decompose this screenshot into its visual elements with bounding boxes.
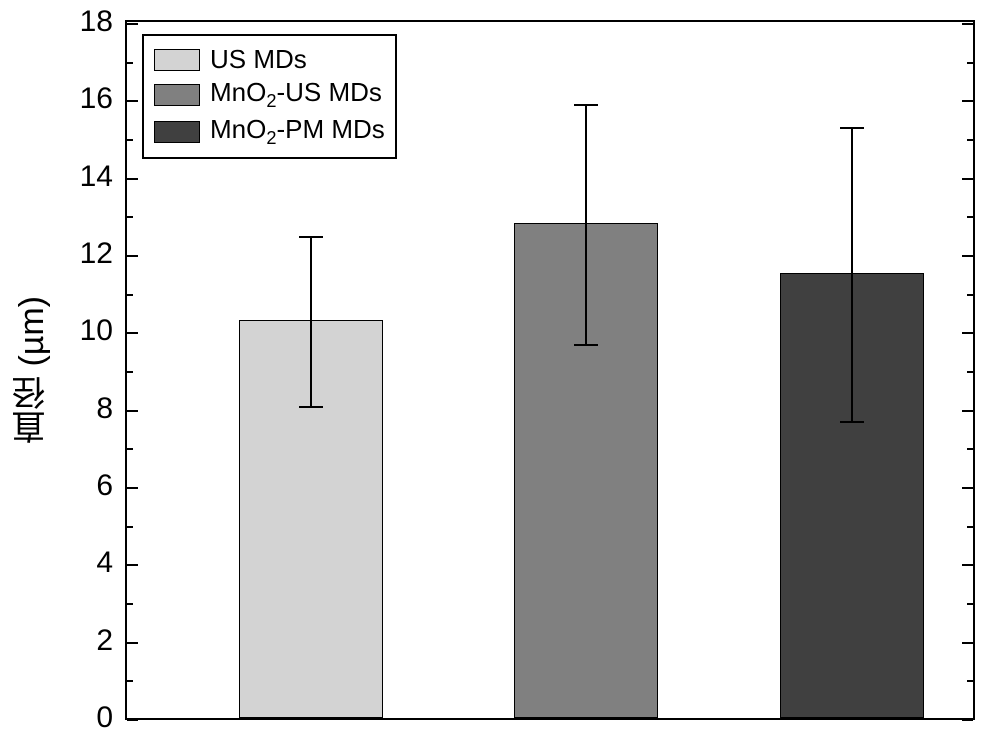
y-minor-tick <box>967 680 973 682</box>
error-bar-cap <box>574 344 598 346</box>
y-minor-tick <box>127 139 133 141</box>
legend-swatch <box>154 84 200 106</box>
y-major-tick <box>962 487 973 489</box>
y-tick-label: 14 <box>0 160 113 194</box>
y-major-tick <box>127 564 138 566</box>
y-minor-tick <box>127 294 133 296</box>
y-minor-tick <box>127 680 133 682</box>
legend-item: MnO2-US MDs <box>154 77 385 112</box>
y-minor-tick <box>127 448 133 450</box>
y-major-tick <box>962 100 973 102</box>
y-major-tick <box>962 642 973 644</box>
y-major-tick <box>127 410 138 412</box>
legend-item: US MDs <box>154 44 385 75</box>
y-minor-tick <box>127 371 133 373</box>
y-minor-tick <box>127 62 133 64</box>
error-bar-cap <box>574 104 598 106</box>
legend-label: US MDs <box>210 44 307 75</box>
y-tick-label: 18 <box>0 5 113 39</box>
y-minor-tick <box>967 448 973 450</box>
error-bar-cap <box>299 236 323 238</box>
error-bar-cap <box>299 406 323 408</box>
y-minor-tick <box>967 603 973 605</box>
y-minor-tick <box>967 216 973 218</box>
y-minor-tick <box>127 216 133 218</box>
y-major-tick <box>962 719 973 721</box>
y-tick-label: 12 <box>0 237 113 271</box>
y-major-tick <box>962 255 973 257</box>
y-major-tick <box>127 487 138 489</box>
y-tick-label: 8 <box>0 392 113 426</box>
error-bar-cap <box>840 127 864 129</box>
y-minor-tick <box>967 294 973 296</box>
y-major-tick <box>962 564 973 566</box>
y-major-tick <box>127 178 138 180</box>
error-bar <box>585 105 587 345</box>
y-major-tick <box>127 719 138 721</box>
y-tick-label: 10 <box>0 314 113 348</box>
legend-label: MnO2-PM MDs <box>210 114 385 149</box>
legend-swatch <box>154 121 200 143</box>
error-bar <box>851 128 853 422</box>
error-bar <box>310 237 312 407</box>
y-axis-label: 直径 (µm) <box>15 20 49 720</box>
y-major-tick <box>962 410 973 412</box>
y-minor-tick <box>127 603 133 605</box>
y-minor-tick <box>967 62 973 64</box>
y-tick-label: 4 <box>0 546 113 580</box>
error-bar-cap <box>840 421 864 423</box>
legend-label: MnO2-US MDs <box>210 77 382 112</box>
y-major-tick <box>962 332 973 334</box>
y-major-tick <box>962 23 973 25</box>
y-tick-label: 6 <box>0 469 113 503</box>
y-major-tick <box>127 642 138 644</box>
legend-swatch <box>154 49 200 71</box>
legend: US MDsMnO2-US MDsMnO2-PM MDs <box>142 34 397 159</box>
plot-area: US MDsMnO2-US MDsMnO2-PM MDs <box>125 20 975 720</box>
y-major-tick <box>127 23 138 25</box>
legend-item: MnO2-PM MDs <box>154 114 385 149</box>
y-minor-tick <box>967 371 973 373</box>
y-tick-label: 2 <box>0 624 113 658</box>
y-major-tick <box>127 332 138 334</box>
y-major-tick <box>127 100 138 102</box>
y-minor-tick <box>967 526 973 528</box>
y-minor-tick <box>967 139 973 141</box>
y-minor-tick <box>127 526 133 528</box>
y-major-tick <box>127 255 138 257</box>
y-major-tick <box>962 178 973 180</box>
y-tick-label: 0 <box>0 701 113 735</box>
y-tick-label: 16 <box>0 82 113 116</box>
chart-container: 直径 (µm) US MDsMnO2-US MDsMnO2-PM MDs 0 2 4… <box>0 0 1000 745</box>
